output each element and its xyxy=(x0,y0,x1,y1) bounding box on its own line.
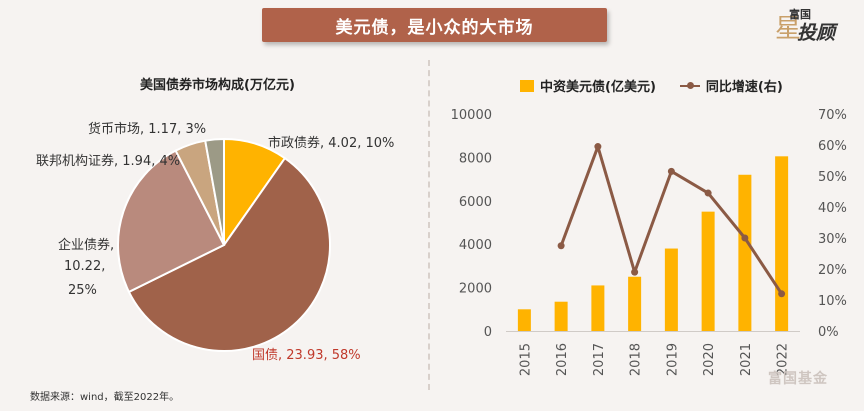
bar-2020 xyxy=(701,211,715,331)
bar-2018 xyxy=(628,276,642,331)
growth-point xyxy=(778,290,786,298)
y-left-tick-label: 8000 xyxy=(459,151,492,166)
legend-line-label: 同比增速(右) xyxy=(705,80,783,95)
logo-big-text: 投顾 xyxy=(797,22,836,44)
bar-chart-legend: 中资美元债(亿美元) 同比增速(右) xyxy=(520,76,783,95)
logo-small-text: 富国 xyxy=(789,8,811,21)
x-tick-label: 2019 xyxy=(665,343,680,376)
legend-bar-swatch xyxy=(520,79,534,92)
y-left-tick-label: 6000 xyxy=(459,195,492,210)
pie-chart-title: 美国债券市场构成(万亿元) xyxy=(140,78,295,93)
x-tick-label: 2016 xyxy=(555,343,570,376)
growth-point xyxy=(704,189,712,197)
bar-2021 xyxy=(738,174,752,331)
pie-slice-1 xyxy=(127,156,331,352)
x-tick-label: 2020 xyxy=(702,343,717,376)
pie-label-corporate-2: 10.22, xyxy=(64,259,106,274)
pie-label-agency: 联邦机构证券, 1.94, 4% xyxy=(36,154,181,169)
bar-2015 xyxy=(517,309,531,331)
section-divider xyxy=(428,60,430,390)
pie-slice-4 xyxy=(204,137,225,246)
pie-label-muni: 市政债券, 4.02, 10% xyxy=(268,136,395,151)
bar-2022 xyxy=(775,156,789,331)
x-tick-label: 2017 xyxy=(592,343,607,376)
y-right-tick-label: 70% xyxy=(818,108,847,123)
legend-bar-label: 中资美元债(亿美元) xyxy=(540,80,656,95)
page-title: 美元债，是小众的大市场 xyxy=(262,8,607,42)
y-right-tick-label: 60% xyxy=(818,139,847,154)
y-left-tick-label: 10000 xyxy=(451,108,492,123)
growth-point xyxy=(741,234,749,242)
x-tick-label: 2018 xyxy=(629,343,644,376)
y-right-tick-label: 10% xyxy=(818,294,847,309)
watermark: 富国基金 xyxy=(768,371,828,387)
x-tick-label: 2015 xyxy=(518,343,533,376)
pie-label-corporate-3: 25% xyxy=(68,283,97,298)
bar-2016 xyxy=(554,301,568,331)
star-icon: 星 xyxy=(775,14,802,44)
x-tick-label: 2022 xyxy=(776,343,791,376)
growth-point xyxy=(667,167,675,175)
growth-point xyxy=(557,242,565,250)
bar-2019 xyxy=(664,248,678,331)
bar-2017 xyxy=(591,285,605,331)
y-right-tick-label: 50% xyxy=(818,170,847,185)
y-right-tick-label: 20% xyxy=(818,263,847,278)
y-right-tick-label: 40% xyxy=(818,201,847,216)
pie-chart xyxy=(117,137,331,352)
y-left-tick-label: 0 xyxy=(484,325,492,340)
data-source-note: 数据来源：wind，截至2022年。 xyxy=(30,392,180,403)
y-right-tick-label: 0% xyxy=(818,325,839,340)
y-right-tick-label: 30% xyxy=(818,232,847,247)
growth-point xyxy=(594,143,602,151)
pie-label-corporate-1: 企业债券, xyxy=(58,238,115,253)
brand-logo: 星 富国 投顾 xyxy=(775,4,857,44)
legend-line-swatch xyxy=(679,81,700,89)
pie-label-treasury: 国债, 23.93, 58% xyxy=(252,348,361,363)
x-tick-label: 2021 xyxy=(739,343,754,376)
pie-label-money-market: 货币市场, 1.17, 3% xyxy=(88,122,207,137)
growth-point xyxy=(631,268,639,276)
y-left-tick-label: 4000 xyxy=(459,238,492,253)
pie-slice-2 xyxy=(117,149,226,294)
y-left-tick-label: 2000 xyxy=(459,282,492,297)
